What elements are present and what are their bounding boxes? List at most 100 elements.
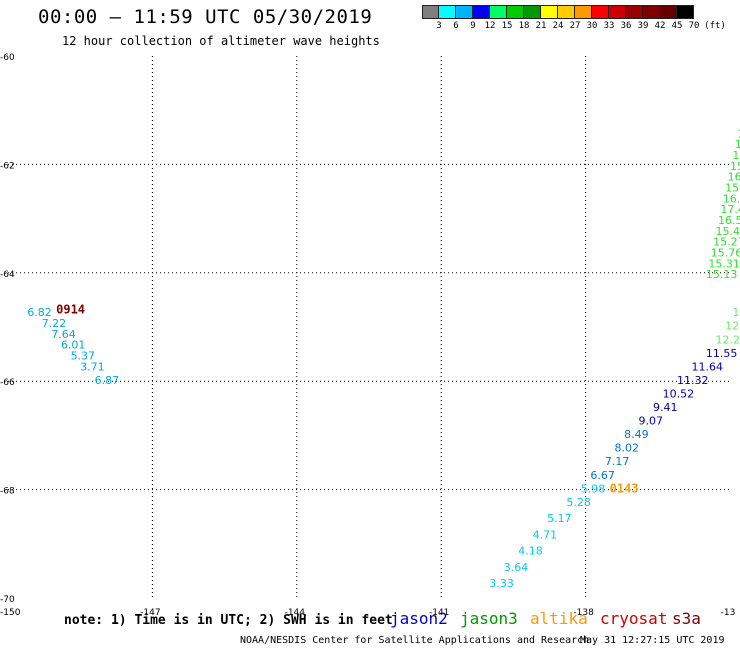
colorbar-swatch bbox=[626, 5, 643, 19]
colorbar-label: 33 bbox=[603, 21, 615, 31]
colorbar-label: 39 bbox=[637, 21, 649, 31]
colorbar-label: 21 bbox=[535, 21, 547, 31]
colorbar-swatch bbox=[473, 5, 490, 19]
data-point-label: 7.17 bbox=[605, 455, 630, 468]
data-point-label: 7.64 bbox=[51, 328, 76, 341]
colorbar-swatch bbox=[422, 5, 439, 19]
data-point-label: 12.3 bbox=[725, 320, 740, 333]
data-point-label: 16.34 bbox=[735, 138, 740, 151]
data-point-label: 3.33 bbox=[489, 577, 514, 590]
x-tick-label: -138 bbox=[573, 608, 594, 618]
x-tick-label: -150 bbox=[0, 608, 21, 618]
y-tick-label: -62 bbox=[0, 161, 15, 171]
colorbar-label: 9 bbox=[470, 21, 476, 31]
y-tick-label: -64 bbox=[0, 270, 15, 280]
data-point-label: 3.71 bbox=[80, 360, 105, 373]
data-point-label: 5.17 bbox=[547, 512, 572, 525]
chart-title: 00:00 – 11:59 UTC 05/30/2019 bbox=[38, 6, 373, 28]
data-point-label: 15.91 bbox=[725, 182, 740, 195]
data-point-label: 6.01 bbox=[61, 339, 86, 352]
x-tick-label: -147 bbox=[140, 608, 160, 618]
data-point-label: 15.84 bbox=[730, 160, 740, 173]
data-point-label: 5.98 bbox=[581, 482, 606, 495]
colorbar-label: (ft) bbox=[704, 21, 726, 31]
colorbar-label: 45 bbox=[671, 21, 683, 31]
data-point-label: 12.21 bbox=[716, 333, 740, 346]
footer-note: note: 1) Time is in UTC; 2) SWH is in fe… bbox=[64, 613, 393, 628]
satellite-legend-s3a: s3a bbox=[672, 609, 701, 628]
y-tick-label: -68 bbox=[0, 487, 15, 497]
satellite-legend-altika: altika bbox=[530, 609, 588, 628]
colorbar-label: 18 bbox=[518, 21, 530, 31]
colorbar-label: 42 bbox=[654, 21, 666, 31]
colorbar-labels: 3 6 9 12 15 18 21 24 27 30 33 36 39 42 45 70 (ft) bbox=[422, 21, 740, 33]
colorbar-label: 30 bbox=[586, 21, 598, 31]
data-point-label: 15.27 bbox=[713, 236, 740, 249]
credit-text: NOAA/NESDIS Center for Satellite Applica… bbox=[240, 635, 590, 646]
colorbar-label: 15 bbox=[501, 21, 513, 31]
data-point-label: 12 bbox=[732, 306, 740, 319]
data-point-label: 11.55 bbox=[706, 347, 738, 360]
colorbar-swatch bbox=[677, 5, 694, 19]
colorbar-swatch bbox=[456, 5, 473, 19]
colorbar-label: 24 bbox=[552, 21, 564, 31]
colorbar-swatch bbox=[660, 5, 677, 19]
data-point-label: 10.52 bbox=[663, 387, 695, 400]
colorbar-label: 3 bbox=[436, 21, 442, 31]
colorbar-swatch bbox=[541, 5, 558, 19]
timestamp-text: May 31 12:27:15 UTC 2019 bbox=[580, 635, 725, 646]
colorbar-label: 6 bbox=[453, 21, 459, 31]
colorbar-swatch bbox=[490, 5, 507, 19]
y-tick-label: -70 bbox=[0, 595, 15, 605]
data-point-label: 6.82 bbox=[27, 306, 52, 319]
data-point-label: 9.07 bbox=[639, 415, 664, 428]
colorbar-label: 70 bbox=[688, 21, 700, 31]
data-point-label: 16.33 bbox=[732, 149, 740, 162]
pass-time-label: 0143 bbox=[610, 481, 639, 495]
colorbar-swatch bbox=[524, 5, 541, 19]
satellite-legend-jason2: jason2 bbox=[390, 609, 448, 628]
data-point-label: 11.64 bbox=[691, 360, 723, 373]
data-point-label: 6.87 bbox=[95, 374, 120, 387]
x-tick-label: -13 bbox=[721, 608, 736, 618]
data-point-label: 4.18 bbox=[518, 545, 543, 558]
data-point-label: 9.41 bbox=[653, 401, 678, 414]
data-point-label: 6.67 bbox=[590, 469, 615, 482]
colorbar-swatch bbox=[609, 5, 626, 19]
data-point-label: 15.31 bbox=[708, 257, 740, 270]
data-point-label: 4.71 bbox=[533, 528, 558, 541]
data-point-label: 3.64 bbox=[504, 561, 528, 574]
colorbar-swatch bbox=[507, 5, 524, 19]
pass-time-label: 0914 bbox=[56, 302, 85, 316]
data-point-label: 5.37 bbox=[71, 350, 96, 363]
data-point-label: 5.28 bbox=[566, 496, 591, 509]
colorbar-label: 27 bbox=[569, 21, 581, 31]
colorbar-swatch bbox=[558, 5, 575, 19]
x-tick-label: -141 bbox=[429, 608, 449, 618]
colorbar bbox=[422, 5, 694, 19]
data-point-label: 8.02 bbox=[614, 442, 639, 455]
data-point-label: 16.66 bbox=[723, 192, 740, 205]
chart-subtitle: 12 hour collection of altimeter wave hei… bbox=[62, 34, 380, 48]
x-tick-label: -144 bbox=[285, 608, 306, 618]
data-point-label: 16.57 bbox=[718, 214, 740, 227]
colorbar-swatch bbox=[592, 5, 609, 19]
data-point-label: 16.51 bbox=[737, 127, 740, 140]
colorbar-swatch bbox=[643, 5, 660, 19]
colorbar-label: 12 bbox=[484, 21, 496, 31]
data-point-label: 16.02 bbox=[728, 171, 740, 184]
colorbar-label: 36 bbox=[620, 21, 632, 31]
satellite-legend-cryosat: cryosat bbox=[600, 609, 668, 628]
colorbar-swatch bbox=[575, 5, 592, 19]
satellite-legend-jason3: jason3 bbox=[460, 609, 518, 628]
data-point-label: 7.22 bbox=[42, 317, 66, 330]
y-tick-label: -60 bbox=[0, 53, 15, 63]
data-point-label: 15.48 bbox=[716, 225, 740, 238]
data-point-label: 15.76 bbox=[711, 247, 740, 260]
y-tick-label: -66 bbox=[0, 378, 15, 388]
colorbar-swatch bbox=[439, 5, 456, 19]
data-point-label: 17.47 bbox=[720, 203, 740, 216]
data-point-label: 11.32 bbox=[677, 374, 709, 387]
